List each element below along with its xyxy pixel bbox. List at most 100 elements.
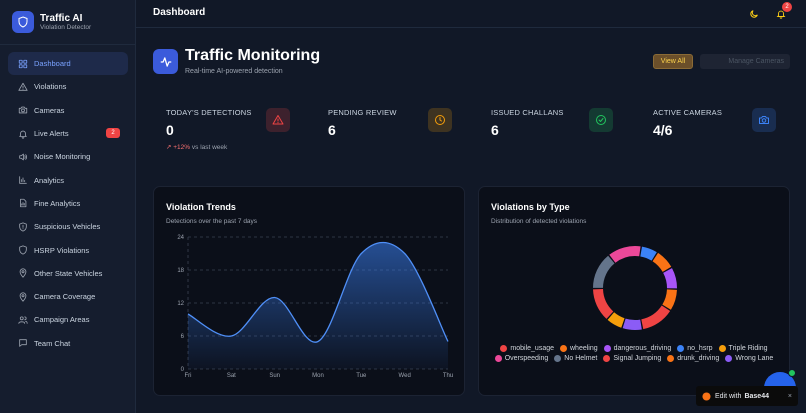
legend-label: Signal Jumping (613, 355, 662, 362)
sidebar-item-other-state-vehicles[interactable]: Other State Vehicles (8, 262, 128, 285)
trend-percent: +12% (173, 144, 191, 151)
donut-legend: mobile_usage wheeling dangerous_driving no_… (489, 345, 779, 362)
donut-slice-triple-riding[interactable] (607, 312, 625, 328)
sidebar-item-label: Suspicious Vehicles (34, 222, 101, 232)
legend-item[interactable]: mobile_usage (500, 345, 554, 352)
map-pin-icon (18, 292, 28, 302)
stat-value: 6 (491, 122, 499, 138)
sidebar-item-label: Live Alerts (34, 129, 69, 139)
message-icon (18, 338, 28, 348)
donut-slice-mobile-usage[interactable] (641, 305, 671, 330)
edit-with-base44-badge[interactable]: Edit with Base44 × (696, 386, 798, 406)
trend-chart: 0 6 12 18 24 Fri Sat Sun Mon Tue Wed Thu (177, 235, 453, 379)
sidebar-item-label: Team Chat (34, 338, 71, 348)
y-tick-label: 6 (181, 334, 185, 340)
stat-trend: ↗ +12% vs last week (166, 143, 306, 151)
shield-icon (12, 11, 34, 33)
sidebar-item-analytics[interactable]: Analytics (8, 168, 128, 191)
legend-swatch (667, 355, 675, 362)
legend-label: Triple Riding (728, 345, 768, 352)
check-circle-icon (589, 108, 613, 132)
y-tick-label: 18 (177, 268, 184, 274)
y-tick-label: 24 (177, 235, 184, 241)
violations-by-type-card: Violations by Type Distribution of detec… (478, 186, 790, 396)
x-tick-label: Mon (312, 373, 324, 379)
legend-item[interactable]: dangerous_driving (603, 345, 672, 352)
stat-card-active-cameras: ACTIVE CAMERAS 4/6 (653, 108, 793, 168)
sidebar-item-violations[interactable]: Violations (8, 75, 128, 98)
legend-item[interactable]: Wrong Lane (725, 355, 773, 362)
stat-label: ISSUED CHALLANS (491, 108, 564, 117)
stat-label: ACTIVE CAMERAS (653, 108, 723, 117)
x-tick-label: Thu (443, 373, 453, 379)
sidebar-item-team-chat[interactable]: Team Chat (8, 332, 128, 355)
x-tick-label: Sun (269, 373, 280, 379)
y-tick-label: 12 (177, 301, 184, 307)
shield-alert-icon (18, 222, 28, 232)
hero-subtitle: Real-time AI-powered detection (185, 68, 283, 75)
legend-swatch (677, 345, 685, 352)
legend-item[interactable]: Overspeeding (494, 355, 548, 362)
theme-toggle-button[interactable] (746, 6, 762, 22)
donut-slice-wheeling[interactable] (662, 289, 677, 310)
sidebar-item-campaign-areas[interactable]: Campaign Areas (8, 308, 128, 331)
donut-slice-drunk-driving[interactable] (652, 252, 672, 272)
sidebar-item-hsrp-violations[interactable]: HSRP Violations (8, 238, 128, 261)
legend-label: dangerous_driving (613, 345, 672, 352)
trend-line (187, 241, 449, 343)
legend-label: Wrong Lane (735, 355, 774, 362)
stat-label: PENDING REVIEW (328, 108, 397, 117)
alert-triangle-icon (18, 82, 28, 92)
legend-item[interactable]: No Helmet (554, 355, 597, 362)
brand[interactable]: Traffic AI Violation Detector (12, 8, 91, 36)
sidebar-item-label: Camera Coverage (34, 292, 96, 302)
legend-swatch (718, 345, 726, 352)
divider (0, 44, 136, 45)
x-tick-label: Fri (185, 373, 192, 379)
page-title: Dashboard (153, 7, 206, 18)
legend-item[interactable]: no_hsrp (677, 345, 713, 352)
file-chart-icon (18, 198, 28, 208)
donut-chart (593, 246, 677, 330)
hero-title: Traffic Monitoring (185, 47, 321, 64)
sidebar-item-camera-coverage[interactable]: Camera Coverage (8, 285, 128, 308)
shield-icon (18, 245, 28, 255)
view-all-button[interactable]: View All (653, 54, 693, 69)
sidebar-item-live-alerts[interactable]: Live Alerts 2 (8, 122, 128, 145)
legend-swatch (560, 345, 567, 352)
donut-slice-no-helmet[interactable] (593, 255, 615, 288)
bell-icon (18, 129, 28, 139)
map-pin-icon (18, 268, 28, 278)
sidebar-item-dashboard[interactable]: Dashboard (8, 52, 128, 76)
donut-slice-wrong-lane[interactable] (622, 318, 642, 330)
donut-slice-no-hsrp[interactable] (640, 246, 657, 261)
stat-value: 0 (166, 122, 174, 138)
moon-icon (750, 10, 758, 18)
legend-label: wheeling (570, 345, 598, 352)
stat-card-pending-review: PENDING REVIEW 6 (328, 108, 468, 168)
manage-cameras-button[interactable]: Manage Cameras (700, 54, 790, 69)
donut-slice-signal-jumping[interactable] (593, 289, 614, 319)
legend-item[interactable]: Signal Jumping (603, 355, 661, 362)
sidebar-item-suspicious-vehicles[interactable]: Suspicious Vehicles (8, 215, 128, 238)
legend-label: mobile_usage (510, 345, 554, 352)
donut-slice-dangerous-driving[interactable] (663, 268, 677, 289)
legend-item[interactable]: Triple Riding (718, 345, 768, 352)
base44-logo-icon (702, 391, 711, 401)
types-subtitle: Distribution of detected violations (491, 218, 587, 225)
close-icon[interactable]: × (787, 392, 792, 400)
legend-item[interactable]: wheeling (560, 345, 598, 352)
notifications-button[interactable]: 2 (773, 2, 792, 22)
x-tick-label: Wed (399, 373, 411, 379)
sidebar-item-cameras[interactable]: Cameras (8, 99, 128, 122)
sidebar-item-label: Fine Analytics (34, 198, 81, 208)
legend-item[interactable]: drunk_driving (667, 355, 719, 362)
edit-with-text: Edit with (715, 392, 742, 400)
donut-slice-overspeeding[interactable] (609, 246, 641, 263)
alert-triangle-icon (266, 108, 290, 132)
sidebar-item-fine-analytics[interactable]: Fine Analytics (8, 192, 128, 215)
sidebar-item-noise-monitoring[interactable]: Noise Monitoring (8, 145, 128, 168)
activity-icon (153, 49, 178, 74)
trend-area (188, 242, 448, 369)
edit-brand: Base44 (744, 392, 769, 400)
